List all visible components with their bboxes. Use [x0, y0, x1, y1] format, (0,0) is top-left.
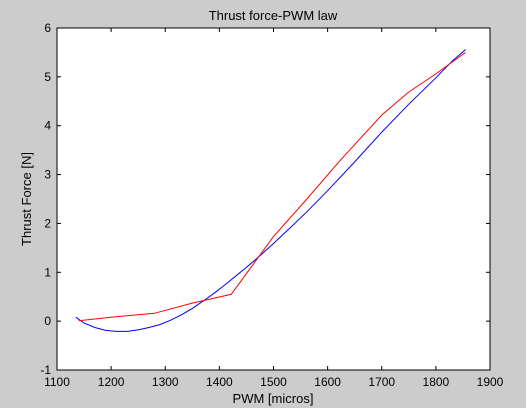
- x-tick-label: 1200: [98, 375, 125, 389]
- x-tick-label: 1700: [368, 375, 395, 389]
- series-line-2: [78, 51, 466, 322]
- y-axis-ticks: -1 0 1 2 3 4 5 6: [40, 21, 490, 377]
- y-axis-label: Thrust Force [N]: [19, 152, 34, 246]
- plot-area: [56, 27, 491, 371]
- x-tick-label: 1600: [314, 375, 341, 389]
- x-tick-label: 1900: [477, 375, 504, 389]
- x-tick-label: 1100: [44, 375, 70, 389]
- chart-title: Thrust force-PWM law: [209, 8, 338, 23]
- y-tick-label: -1: [40, 363, 51, 377]
- x-tick-label: 1400: [206, 375, 233, 389]
- x-tick-label: 1300: [152, 375, 179, 389]
- y-tick-label: 5: [44, 70, 51, 84]
- x-axis-ticks: 1100 1200 1300 1400 1500 1600 1700 1800 1900: [44, 28, 504, 389]
- x-tick-label: 1500: [260, 375, 287, 389]
- y-tick-label: 2: [44, 216, 51, 230]
- series-layer: [75, 49, 466, 332]
- series-line-1: [75, 49, 466, 332]
- y-tick-label: 6: [44, 21, 51, 35]
- x-tick-label: 1800: [423, 375, 450, 389]
- y-tick-label: 3: [44, 168, 51, 182]
- y-tick-label: 4: [44, 119, 51, 133]
- x-axis-label: PWM [micros]: [233, 391, 314, 406]
- y-tick-label: 0: [44, 314, 51, 328]
- y-tick-label: 1: [44, 265, 51, 279]
